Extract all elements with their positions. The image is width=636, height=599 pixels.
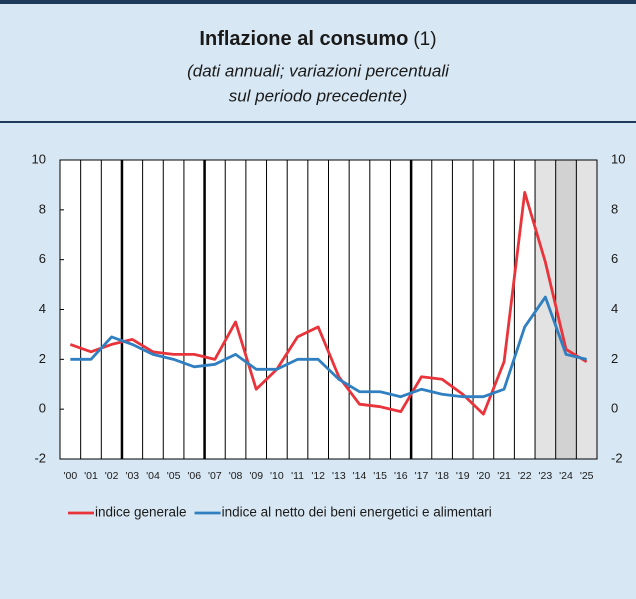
x-tick-label: '15 — [373, 470, 387, 482]
x-tick-label: '17 — [415, 470, 429, 482]
x-tick-label: '08 — [229, 470, 243, 482]
y-tick-label: 4 — [39, 301, 46, 316]
title-text: Inflazione al consumo — [199, 28, 408, 50]
x-tick-label: '18 — [435, 470, 449, 482]
x-tick-label: '22 — [518, 470, 532, 482]
y2-tick-label: 8 — [611, 201, 618, 216]
x-tick-label: '03 — [125, 470, 139, 482]
x-tick-label: '19 — [456, 470, 470, 482]
top-rule — [0, 0, 636, 4]
x-tick-label: '07 — [208, 470, 222, 482]
series-line — [70, 295, 587, 399]
forecast-shade — [555, 160, 577, 459]
x-tick-label: '20 — [477, 470, 491, 482]
subtitle: (dati annuali; variazioni percentuali — [187, 61, 450, 80]
x-tick-label: '16 — [394, 470, 408, 482]
x-tick-label: '10 — [270, 470, 284, 482]
chart-title: Inflazione al consumo (1) — [199, 28, 436, 50]
y2-tick-label: 6 — [611, 251, 618, 266]
y2-tick-label: 4 — [611, 301, 618, 316]
x-tick-label: '00 — [63, 470, 77, 482]
y-tick-label: 10 — [32, 151, 46, 166]
y2-tick-label: 2 — [611, 351, 618, 366]
x-tick-label: '11 — [291, 470, 304, 482]
x-tick-label: '23 — [539, 470, 553, 482]
header-rule — [0, 121, 636, 123]
y2-tick-label: 10 — [611, 151, 625, 166]
y2-tick-label: -2 — [611, 450, 623, 465]
x-tick-label: '02 — [105, 470, 119, 482]
y-tick-label: -2 — [34, 450, 46, 465]
x-tick-label: '04 — [146, 470, 160, 482]
title-note: (1) — [413, 29, 436, 50]
x-tick-label: '01 — [84, 470, 98, 482]
legend-label: indice al netto dei beni energetici e al… — [222, 505, 492, 520]
series-line — [69, 190, 588, 416]
y2-tick-label: 0 — [611, 401, 618, 416]
x-tick-label: '25 — [580, 470, 594, 482]
y-tick-label: 0 — [39, 401, 46, 416]
x-tick-label: '05 — [167, 470, 181, 482]
x-tick-label: '13 — [332, 470, 346, 482]
x-tick-label: '14 — [353, 470, 367, 482]
y-tick-label: 8 — [39, 201, 46, 216]
x-tick-label: '24 — [559, 470, 573, 482]
x-tick-label: '21 — [497, 470, 511, 482]
subtitle: sul periodo precedente) — [229, 86, 408, 105]
x-tick-label: '12 — [311, 470, 325, 482]
y-tick-label: 6 — [39, 251, 46, 266]
x-tick-label: '06 — [187, 470, 201, 482]
legend-label: indice generale — [95, 505, 187, 520]
y-tick-label: 2 — [39, 351, 46, 366]
x-tick-label: '09 — [249, 470, 263, 482]
